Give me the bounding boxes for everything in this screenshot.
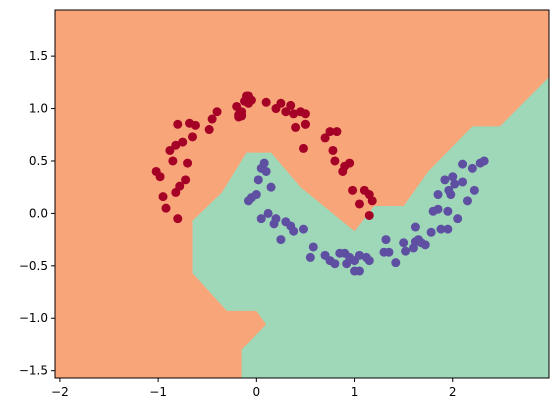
point-series-1-6	[261, 166, 271, 176]
axes-frame	[54, 9, 550, 379]
point-series-1-16	[298, 224, 308, 234]
point-series-0-17	[204, 125, 214, 135]
point-series-0-1	[155, 172, 165, 182]
point-series-0-12	[181, 175, 191, 185]
point-series-0-34	[261, 97, 271, 107]
point-series-0-54	[348, 185, 358, 195]
x-axis: −2 −1 0 1 2	[51, 378, 457, 399]
point-series-1-34	[384, 247, 394, 257]
y-tick-label: −1.5	[19, 364, 48, 378]
point-series-0-5	[168, 156, 178, 166]
point-series-0-18	[207, 114, 217, 124]
point-series-0-50	[332, 127, 342, 137]
point-series-0-15	[187, 132, 197, 142]
point-series-1-59	[469, 185, 479, 195]
point-series-0-9	[173, 119, 183, 129]
x-tick-label: 2	[449, 385, 457, 399]
point-series-0-40	[291, 122, 301, 132]
x-tick-label: −1	[149, 385, 167, 399]
point-series-0-38	[286, 100, 296, 110]
decision-region-class-1	[192, 77, 549, 378]
point-series-1-21	[330, 259, 340, 269]
point-series-1-60	[458, 159, 468, 169]
point-series-0-46	[320, 133, 330, 143]
x-tick-label: 1	[351, 385, 359, 399]
point-series-0-47	[325, 127, 335, 137]
x-tick-label: −2	[51, 385, 69, 399]
point-series-1-8	[263, 208, 273, 218]
point-series-1-43	[420, 240, 430, 250]
point-series-0-37	[281, 107, 291, 117]
point-series-1-49	[440, 175, 450, 185]
point-series-0-39	[289, 109, 299, 119]
point-series-0-10	[175, 181, 185, 191]
point-series-0-45	[300, 109, 310, 119]
point-series-0-58	[367, 196, 377, 206]
point-series-1-3	[253, 175, 263, 185]
point-series-1-31	[364, 256, 374, 266]
point-series-1-18	[308, 242, 318, 252]
point-series-0-36	[276, 98, 286, 108]
point-series-0-8	[171, 140, 181, 150]
point-series-1-5	[259, 158, 269, 168]
point-series-0-4	[165, 145, 175, 155]
point-series-1-48	[436, 224, 446, 234]
point-series-1-11	[271, 214, 281, 224]
point-series-0-19	[212, 107, 222, 117]
point-series-1-17	[305, 252, 315, 262]
point-series-0-55	[354, 199, 364, 209]
point-series-0-48	[328, 145, 338, 155]
point-series-0-44	[300, 119, 310, 129]
data-points	[151, 91, 489, 276]
point-series-1-58	[462, 196, 472, 206]
point-series-1-61	[467, 163, 477, 173]
y-tick-label: −1.0	[19, 311, 48, 325]
point-series-1-2	[251, 190, 261, 200]
point-series-1-46	[433, 190, 443, 200]
point-series-1-39	[410, 222, 420, 232]
point-series-1-29	[354, 250, 364, 260]
point-series-0-59	[364, 210, 374, 220]
point-series-1-37	[401, 246, 411, 256]
point-series-0-13	[183, 158, 193, 168]
point-series-1-28	[354, 266, 364, 276]
point-series-0-33	[237, 107, 247, 117]
plot-area	[55, 10, 549, 378]
point-series-1-53	[446, 190, 456, 200]
point-series-1-63	[479, 156, 489, 166]
y-tick-label: −0.5	[19, 259, 48, 273]
point-series-1-57	[458, 177, 468, 187]
point-series-1-33	[381, 235, 391, 245]
y-tick-label: 0.0	[29, 206, 48, 220]
point-series-1-56	[453, 214, 463, 224]
y-tick-label: 1.5	[29, 49, 48, 63]
point-series-0-16	[190, 120, 200, 130]
point-series-1-12	[276, 235, 286, 245]
point-series-1-35	[391, 258, 401, 268]
point-series-0-49	[330, 156, 340, 166]
point-series-1-54	[448, 172, 458, 182]
point-series-0-3	[161, 203, 171, 213]
point-series-1-50	[443, 206, 453, 216]
point-series-0-2	[158, 192, 168, 202]
point-series-1-7	[256, 214, 266, 224]
y-tick-label: 1.0	[29, 102, 48, 116]
point-series-0-7	[173, 214, 183, 224]
point-series-1-36	[399, 238, 409, 248]
point-series-0-42	[298, 143, 308, 153]
point-series-0-11	[178, 137, 188, 147]
point-series-1-9	[266, 182, 276, 192]
point-series-0-27	[242, 95, 252, 105]
point-series-1-55	[450, 179, 460, 189]
y-tick-label: 0.5	[29, 154, 48, 168]
point-series-1-51	[443, 224, 453, 234]
point-series-1-44	[426, 227, 436, 237]
point-series-1-15	[289, 226, 299, 236]
point-series-1-47	[433, 204, 443, 214]
point-series-0-53	[345, 158, 355, 168]
x-tick-label: 0	[253, 385, 261, 399]
y-axis: −1.5 −1.0 −0.5 0.0 0.5 1.0 1.5	[19, 49, 55, 378]
